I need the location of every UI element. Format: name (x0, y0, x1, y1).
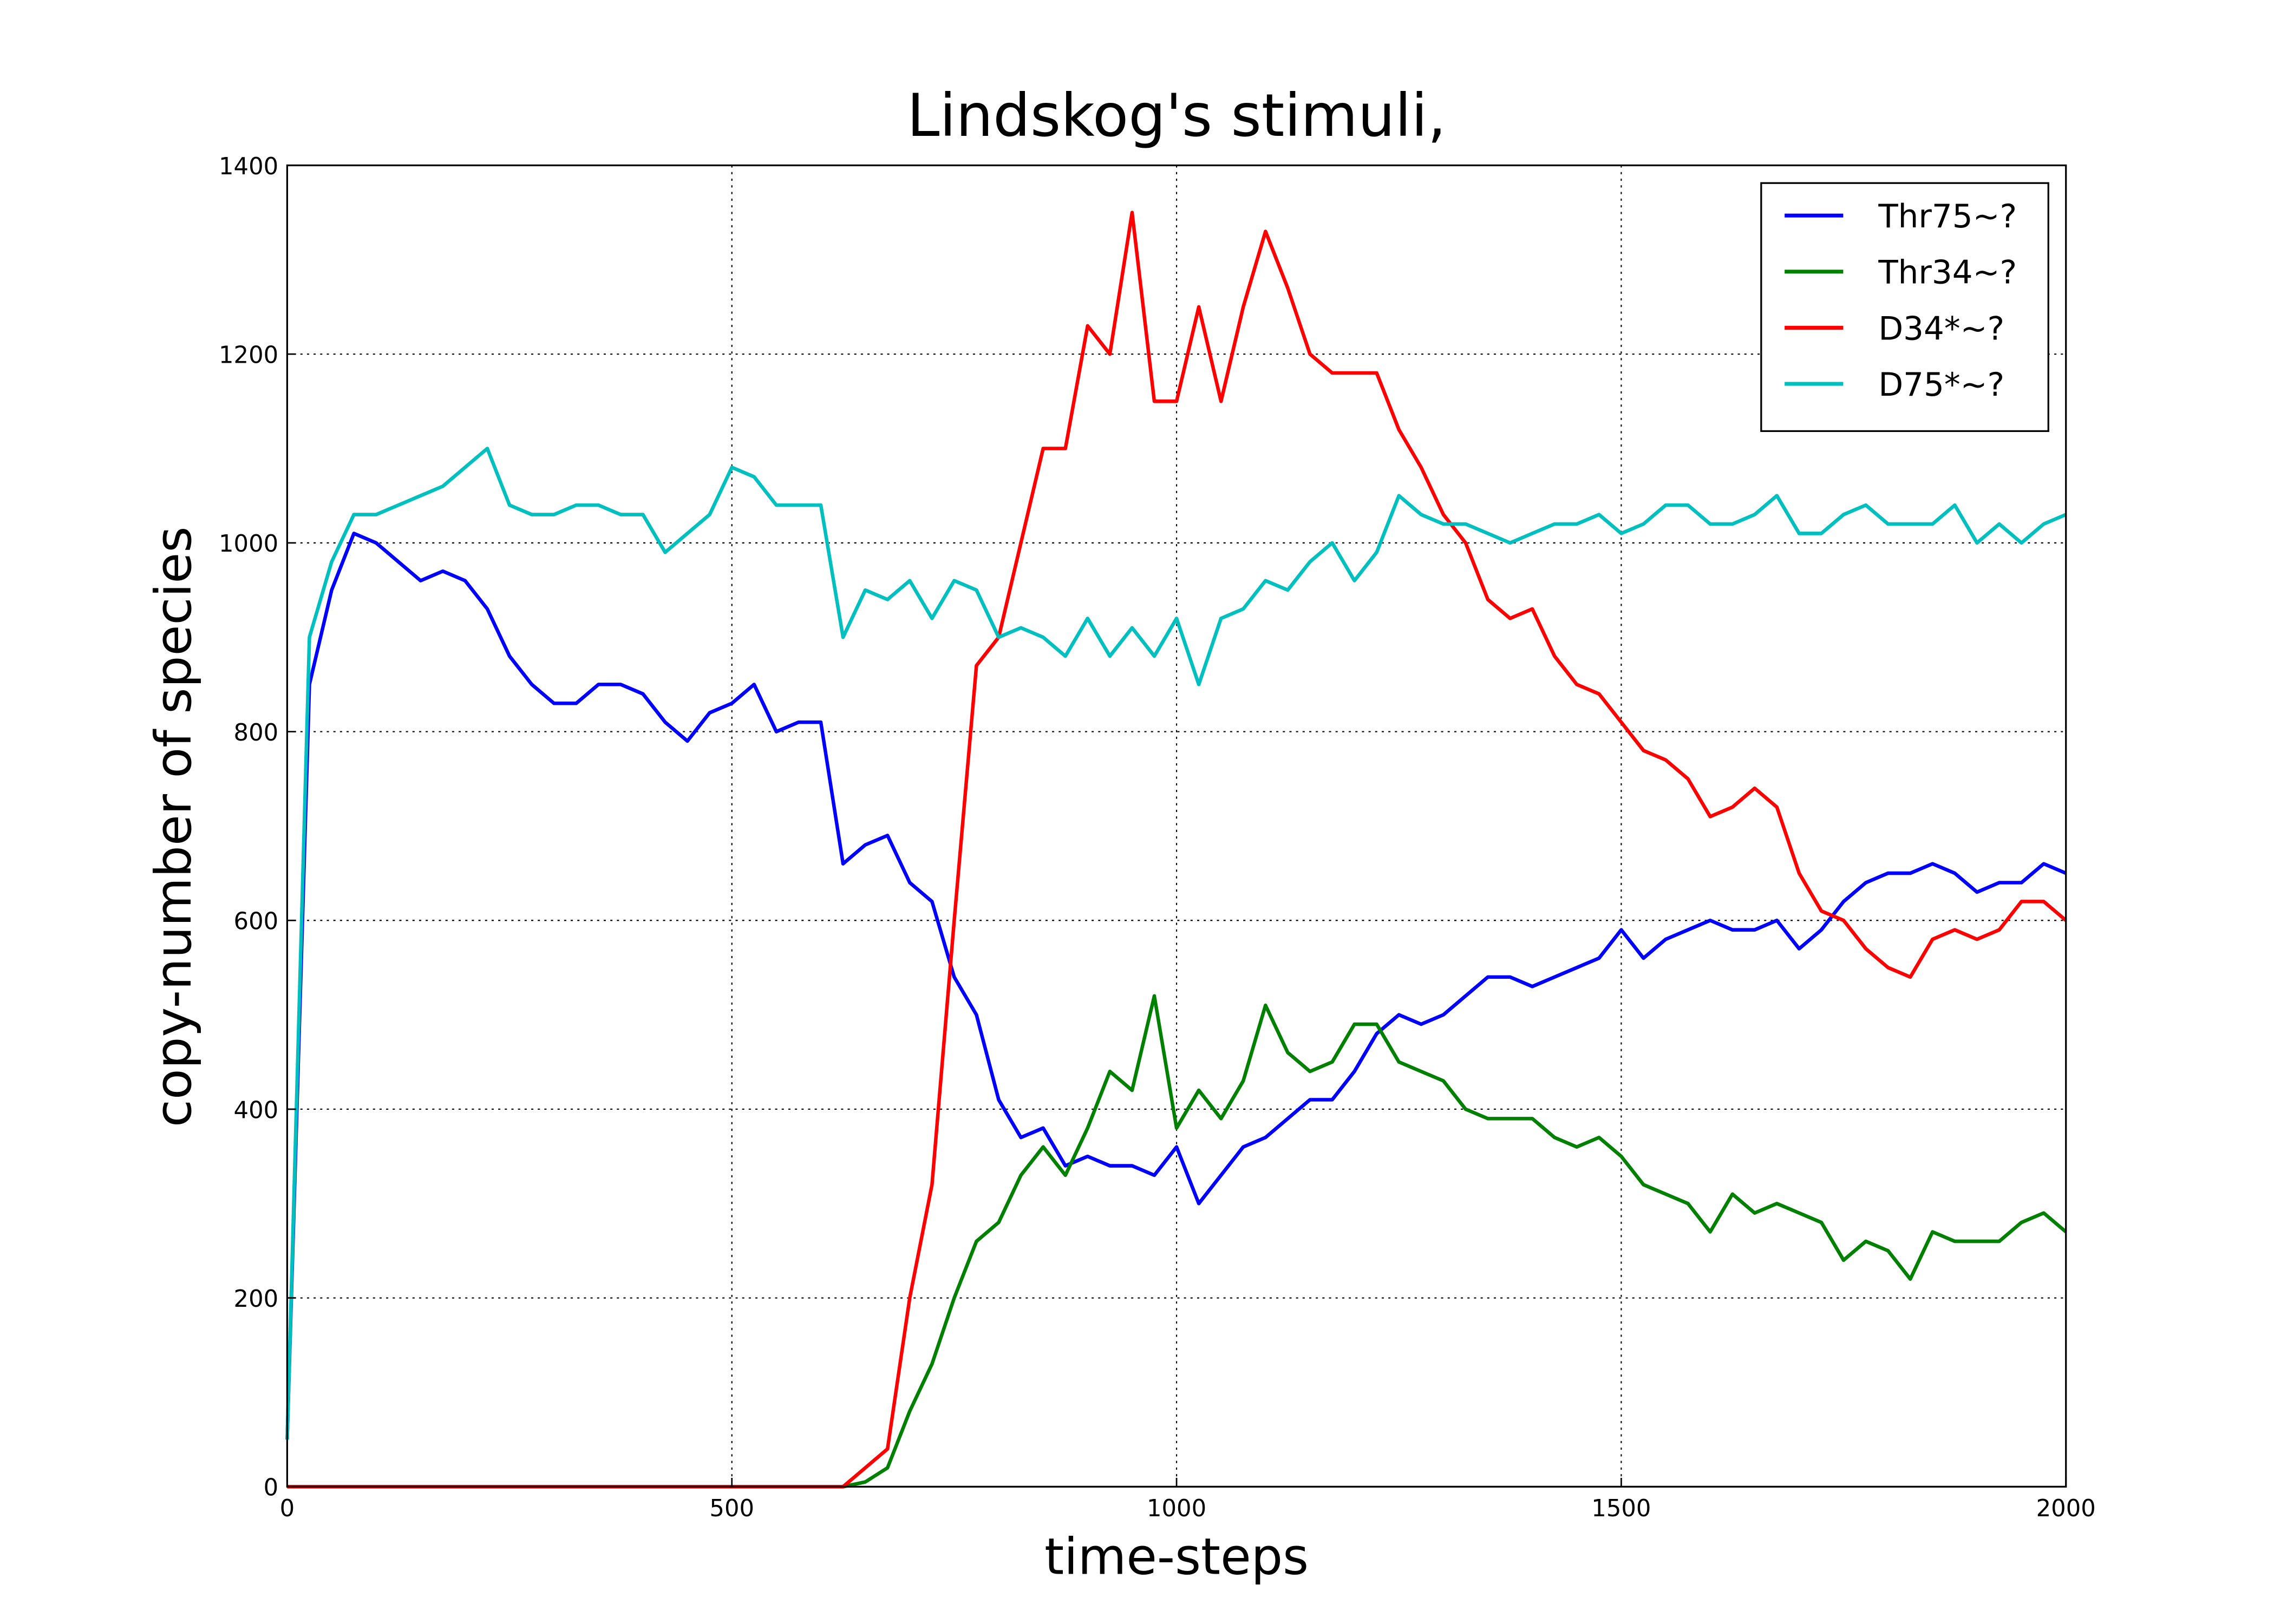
series-line (285, 532, 2067, 1440)
y-tick-label: 200 (234, 1286, 279, 1313)
x-tick-label: 500 (709, 1495, 754, 1522)
legend-box (1760, 182, 2049, 432)
x-tick-label: 1000 (1147, 1495, 1206, 1522)
y-axis-label: copy-number of species (144, 526, 202, 1127)
y-tick-label: 400 (234, 1097, 279, 1124)
legend-label: Thr75~? (1878, 198, 2017, 235)
legend-label: D34*~? (1878, 310, 2004, 348)
x-tick-label: 2000 (2036, 1495, 2096, 1522)
x-tick-label: 1500 (1591, 1495, 1651, 1522)
series-line (285, 447, 2067, 1440)
legend-label: D75*~? (1878, 366, 2004, 404)
legend-label: Thr34~? (1878, 254, 2017, 291)
x-axis-label: time-steps (1044, 1527, 1309, 1586)
y-tick-label: 1400 (219, 153, 278, 180)
chart-title: Lindskog's stimuli, (907, 81, 1446, 150)
y-tick-label: 1000 (219, 531, 278, 558)
y-tick-label: 800 (234, 719, 279, 746)
x-tick-label: 0 (280, 1495, 295, 1522)
y-tick-label: 0 (264, 1475, 279, 1502)
y-tick-label: 600 (234, 908, 279, 935)
y-tick-label: 1200 (219, 342, 278, 369)
